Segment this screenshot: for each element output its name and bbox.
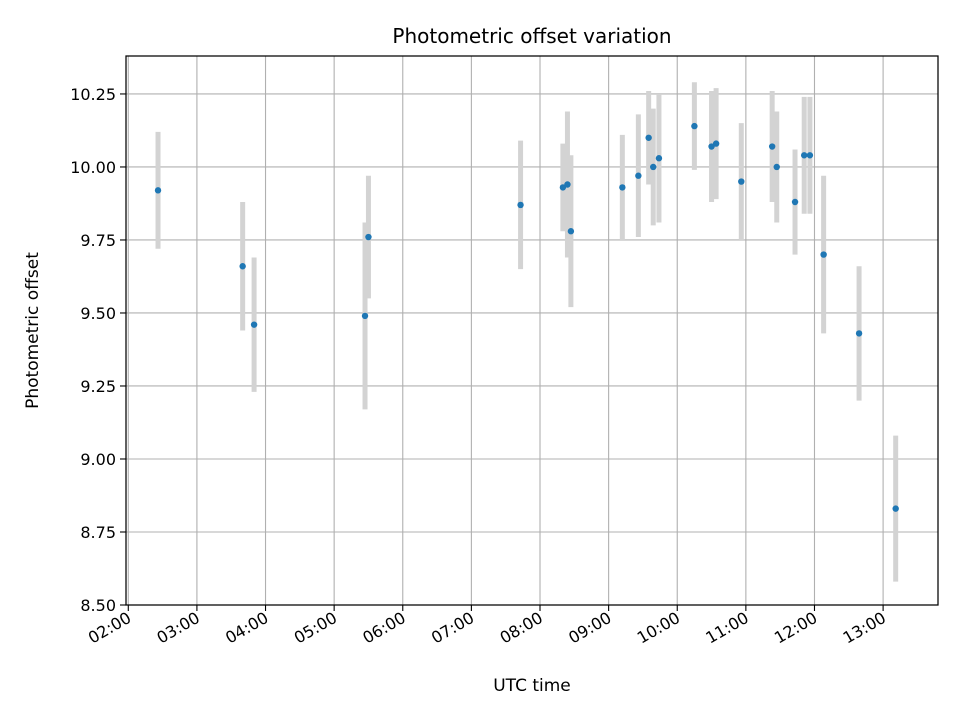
y-tick-label: 9.50 [80,304,116,323]
data-point [154,187,162,194]
data-point [820,251,827,258]
data-point [712,140,720,147]
x-axis-label: UTC time [493,676,571,696]
data-point [635,172,642,179]
data-point [773,163,780,171]
data-point [855,330,863,337]
data-point [800,152,808,159]
chart-title: Photometric offset variation [392,24,671,48]
data-point [645,134,652,141]
data-point [691,122,698,130]
y-axis-label: Photometric offset [23,252,43,409]
data-point [564,181,571,188]
y-tick-label: 9.75 [80,231,116,250]
data-point [250,321,258,328]
point-layer [154,122,899,512]
plot-frame [125,55,939,606]
data-point [559,184,567,191]
data-point [239,263,246,270]
y-tick-label: 9.25 [80,377,116,396]
y-tick-label: 10.25 [70,85,116,104]
data-point [892,505,899,512]
y-tick-label: 10.00 [70,158,116,177]
data-point [365,233,372,241]
data-point [655,155,663,162]
data-point [738,178,745,185]
y-tick-label: 8.50 [80,596,116,615]
data-point [708,143,715,150]
data-point [650,163,657,171]
data-point [791,198,799,206]
data-point [806,152,814,159]
y-tick-label: 9.00 [80,450,116,469]
data-point [361,312,369,320]
data-point [567,228,575,235]
data-point [517,201,524,209]
data-point [619,184,626,191]
data-point [768,143,776,150]
y-tick-label: 8.75 [80,523,116,542]
